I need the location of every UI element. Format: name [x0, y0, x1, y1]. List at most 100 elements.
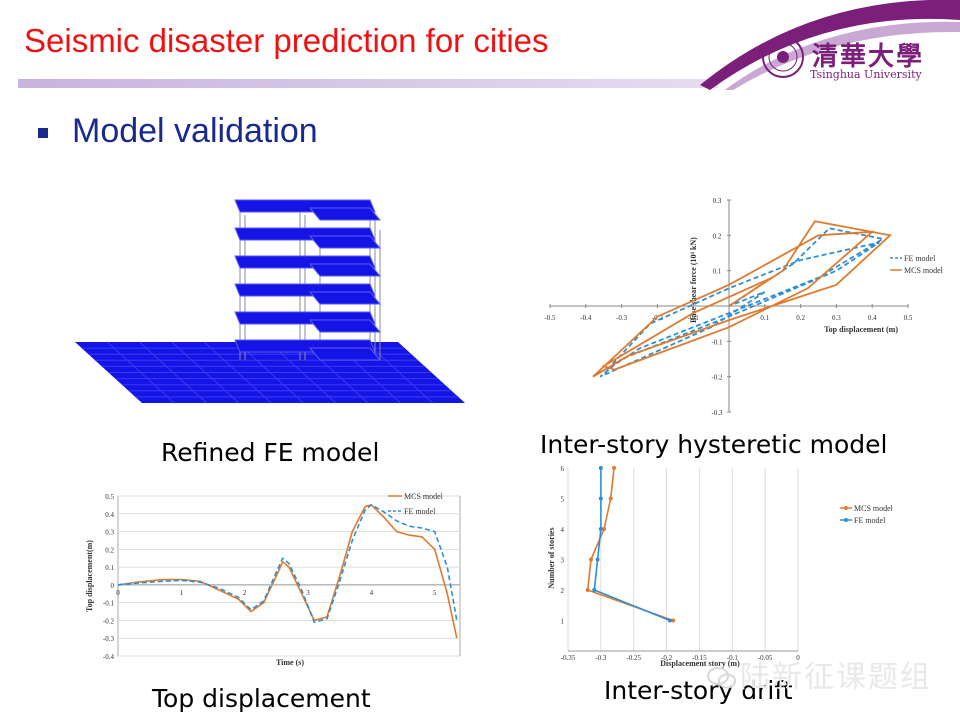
x-tick-label: 0.3: [832, 314, 841, 322]
x-tick-label: 0.4: [868, 314, 877, 322]
x-tick-label: -0.1: [688, 314, 700, 322]
x-tick-label: -0.15: [692, 654, 707, 662]
slide-title: Seismic disaster prediction for cities: [24, 22, 549, 59]
top-displacement-chart: 0.50.40.30.20.10-0.1-0.2-0.3-0.40 1 2 3 4 5Ti…: [85, 492, 461, 667]
data-point: [595, 557, 600, 562]
x-tick-label: -0.1: [727, 654, 739, 662]
x-tick-label: 2: [243, 589, 247, 597]
bullet-text: Model validation: [72, 112, 318, 150]
x-axis-label: Time (s): [276, 658, 304, 667]
tsinghua-seal-icon: [762, 36, 804, 78]
floor-slab: [308, 235, 382, 249]
y-tick-label: 0.2: [713, 232, 722, 240]
x-tick-label: -0.3: [595, 654, 607, 662]
y-tick-label: -0.2: [711, 374, 723, 382]
logo-cn-name: 清華大學: [812, 42, 925, 72]
x-tick-label: -0.2: [661, 654, 673, 662]
floor-slab: [308, 347, 382, 361]
legend-label: MCS model: [854, 504, 894, 513]
legend-marker: [844, 518, 848, 522]
plot-frame: [117, 495, 461, 657]
data-point: [589, 557, 593, 562]
floor-slab: [308, 291, 382, 305]
legend-marker: [844, 506, 848, 510]
watermark-text: 陆新征课题组: [740, 660, 932, 695]
series-line-mcs-model: [592, 220, 893, 378]
logo-en-name: Tsinghua University: [810, 68, 922, 81]
inter-story-drift-chart: -0.35 -0.3 -0.25 -0.2 -0.15 -0.1 -0.05 0 6 5 4 3 2 1 D…: [547, 465, 894, 668]
legend-label: MCS model: [904, 266, 944, 275]
header-divider: [18, 79, 718, 88]
y-tick-label: -0.4: [103, 653, 115, 661]
x-tick-label: -0.5: [544, 314, 556, 322]
logo-swoosh: [700, 0, 960, 90]
logo-swoosh-light: [724, 21, 960, 90]
x-tick-label: 0.2: [796, 314, 805, 322]
series-line-fe-model: [117, 504, 458, 623]
x-tick-label: 0: [116, 589, 120, 597]
y-tick-label: -0.2: [103, 617, 115, 625]
y-tick-label: 2: [561, 587, 565, 595]
y-tick-label: -0.1: [711, 338, 723, 346]
y-tick-label: 0.1: [105, 564, 114, 572]
caption-fe-model: Refined FE model: [161, 438, 380, 467]
data-point: [612, 466, 616, 470]
ground-grid-line: [365, 341, 434, 404]
y-tick-label: 0.1: [713, 268, 722, 276]
caption-hysteretic: Inter-story hysteretic model: [540, 430, 888, 459]
y-tick-label: 0.3: [105, 529, 114, 537]
y-tick-label: 6: [561, 465, 565, 473]
legend-label: MCS model: [404, 492, 444, 501]
series-line-mcs-model: [586, 467, 674, 622]
y-tick-label: 0: [111, 582, 115, 590]
x-tick-label: 5: [433, 589, 437, 597]
x-tick-label: -0.35: [561, 654, 576, 662]
x-tick-label: 4: [370, 589, 374, 597]
floor-slab: [308, 263, 382, 277]
y-axis-label: Number of stories: [547, 527, 556, 588]
legend-label: FE model: [904, 254, 936, 263]
bullet-square: [38, 128, 48, 138]
caption-drift: Inter-story drift: [604, 676, 793, 705]
y-tick-label: 4: [561, 526, 565, 534]
series-line-fe-model: [599, 227, 886, 378]
x-tick-label: -0.05: [758, 654, 773, 662]
x-tick-label: -0.3: [616, 314, 628, 322]
data-point: [585, 588, 590, 592]
x-tick-label: -0.4: [580, 314, 592, 322]
x-tick-label: 0: [796, 654, 800, 662]
caption-top-displacement: Top displacement: [152, 684, 371, 713]
data-point: [598, 466, 603, 470]
data-point: [598, 496, 603, 501]
y-tick-label: 0.2: [105, 546, 114, 554]
x-tick-label: -0.2: [652, 314, 664, 322]
floor-slab: [308, 319, 382, 333]
y-tick-label: -0.1: [103, 600, 115, 608]
y-axis-label: Base shear force (10⁴ kN): [689, 237, 698, 323]
data-point: [608, 496, 613, 501]
data-point: [598, 527, 603, 531]
tsinghua-logo: [700, 0, 960, 90]
y-tick-label: 0.4: [105, 511, 114, 519]
y-tick-label: 1: [561, 618, 565, 626]
hysteretic-chart: -0.5 -0.4 -0.3 -0.2 -0.1 0.1 0.2 0.3 0.4 0.5 0.3 0.…: [544, 197, 944, 417]
data-point: [671, 618, 676, 623]
data-point: [667, 618, 672, 623]
x-tick-label: -0.25: [626, 654, 641, 662]
x-axis-label: Top displacement (m): [824, 325, 898, 334]
x-axis-label: Displacement story (m): [660, 659, 740, 668]
data-point: [602, 527, 607, 531]
y-axis-label: Top displacement(m): [85, 540, 94, 612]
data-point: [592, 588, 597, 592]
y-tick-label: -0.3: [103, 635, 115, 643]
x-tick-label: 0.1: [760, 314, 769, 322]
wechat-icon: [707, 667, 736, 689]
x-tick-label: 1: [180, 589, 184, 597]
y-tick-label: 5: [561, 496, 565, 504]
series-line-fe-model: [593, 468, 671, 622]
y-tick-label: 0.3: [713, 197, 722, 205]
y-tick-label: -0.3: [711, 409, 723, 417]
legend-label: FE model: [404, 507, 436, 516]
y-tick-label: 3: [561, 557, 565, 565]
legend-label: FE model: [854, 516, 886, 525]
